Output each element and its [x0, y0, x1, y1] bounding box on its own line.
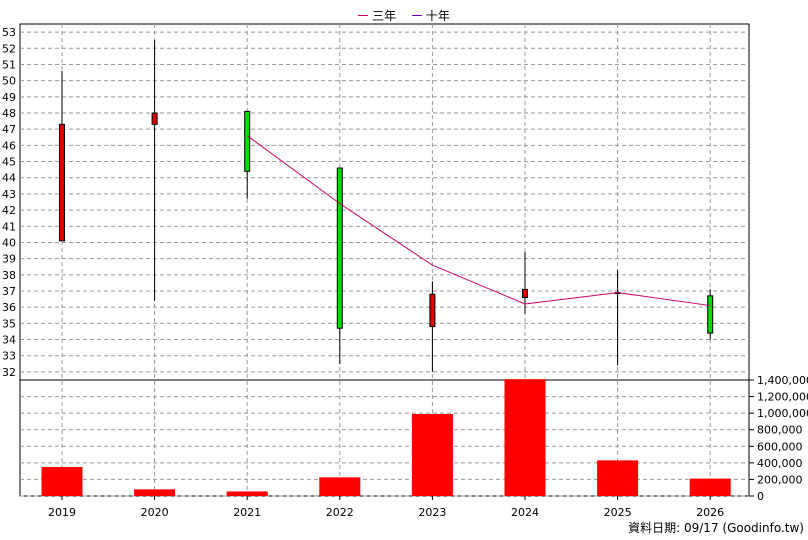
volume-tick-label: 1,000,000: [757, 407, 808, 420]
price-tick-label: 37: [2, 285, 16, 298]
volume-tick-label: 200,000: [757, 473, 803, 486]
legend-swatch-10yr: [411, 15, 422, 16]
volume-tick-label: 1,400,000: [757, 374, 808, 387]
volume-bar: [597, 460, 639, 496]
x-tick-label: 2022: [326, 506, 354, 519]
price-tick-label: 44: [2, 172, 16, 185]
candle-body: [336, 167, 343, 329]
price-tick-label: 48: [2, 107, 16, 120]
price-tick-label: 41: [2, 220, 16, 233]
volume-tick-label: 0: [757, 490, 764, 503]
price-tick-label: 38: [2, 269, 16, 282]
price-tick-label: 35: [2, 317, 16, 330]
candle-body: [429, 293, 436, 328]
volume-bar: [411, 413, 453, 496]
price-tick-label: 49: [2, 91, 16, 104]
candle-body: [522, 288, 528, 298]
x-tick-label: 2020: [141, 506, 169, 519]
price-tick-label: 50: [2, 75, 16, 88]
price-tick-label: 33: [2, 350, 16, 363]
price-tick-label: 42: [2, 204, 16, 217]
price-tick-label: 43: [2, 188, 16, 201]
volume-bar: [504, 379, 546, 496]
candle-body: [244, 110, 251, 172]
x-tick-label: 2026: [696, 506, 724, 519]
x-tick-label: 2025: [604, 506, 632, 519]
volume-bar: [134, 489, 176, 496]
legend-label-10yr: 十年: [425, 9, 450, 23]
volume-bar: [689, 478, 731, 496]
x-tick-label: 2021: [233, 506, 261, 519]
volume-bar: [226, 491, 268, 496]
legend-item-3yr[interactable]: 三年: [358, 7, 396, 24]
price-tick-label: 40: [2, 236, 16, 249]
volume-tick-label: 1,200,000: [757, 391, 808, 404]
price-tick-label: 53: [2, 26, 16, 39]
price-tick-label: 51: [2, 58, 16, 71]
volume-bar: [41, 467, 83, 496]
legend-swatch-3yr: [358, 15, 369, 16]
ma-line-3yr: [246, 135, 711, 307]
price-tick-label: 36: [2, 301, 16, 314]
x-tick-label: 2023: [418, 506, 446, 519]
volume-bar: [319, 477, 361, 496]
price-tick-label: 45: [2, 156, 16, 169]
price-tick-label: 47: [2, 123, 16, 136]
volume-tick-label: 800,000: [757, 424, 803, 437]
volume-tick-label: 600,000: [757, 440, 803, 453]
price-tick-label: 34: [2, 334, 16, 347]
x-tick-label: 2024: [511, 506, 539, 519]
price-tick-label: 39: [2, 253, 16, 266]
chart-legend: 三年 十年: [0, 5, 808, 24]
source-note: 資料日期: 09/17 (Goodinfo.tw): [628, 521, 804, 535]
candle-body: [151, 112, 158, 125]
price-tick-label: 52: [2, 42, 16, 55]
legend-item-10yr[interactable]: 十年: [411, 7, 450, 24]
legend-label-3yr: 三年: [372, 9, 397, 23]
candle-body: [59, 123, 65, 242]
plot-frame: [19, 23, 750, 497]
price-tick-label: 32: [2, 366, 16, 379]
candle-body: [707, 295, 714, 334]
price-tick-label: 46: [2, 139, 16, 152]
x-tick-label: 2019: [48, 506, 76, 519]
volume-tick-label: 400,000: [757, 457, 803, 470]
